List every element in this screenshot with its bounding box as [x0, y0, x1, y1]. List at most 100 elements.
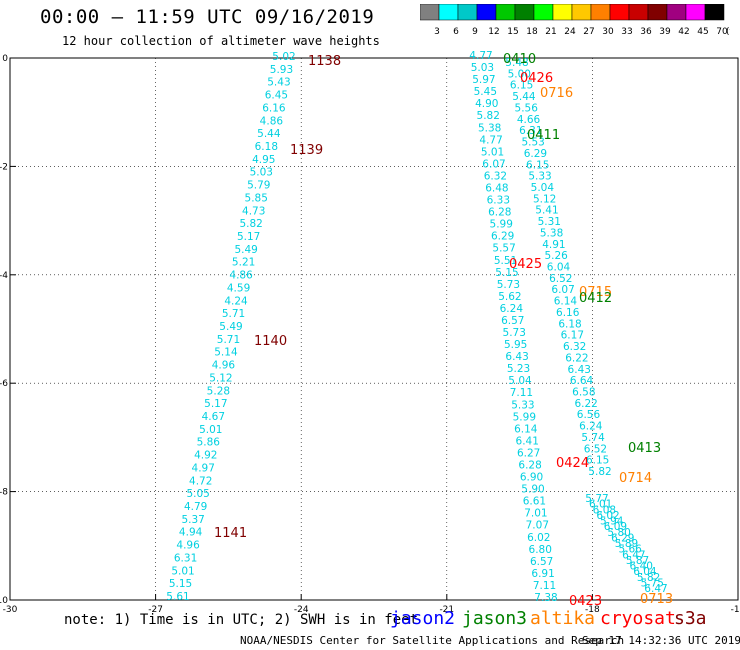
- x-tick-label: -21: [439, 605, 454, 615]
- swh-value: 6.47: [644, 583, 667, 595]
- swh-value: 4.79: [184, 501, 207, 513]
- swh-value: 5.02: [272, 51, 295, 63]
- swh-value: 5.33: [528, 171, 551, 183]
- swh-value: 5.82: [239, 218, 262, 230]
- swh-value: 6.48: [485, 182, 508, 194]
- swh-value: 6.15: [526, 159, 549, 171]
- swh-value: 5.15: [169, 578, 192, 590]
- swh-value: 4.59: [227, 282, 250, 294]
- swh-value: 6.90: [520, 472, 543, 484]
- swh-value: 6.41: [516, 435, 539, 447]
- swh-value: 5.41: [535, 205, 558, 217]
- swh-value: 7.38: [534, 592, 557, 604]
- swh-value: 6.43: [568, 364, 591, 376]
- scale-label: 9: [472, 27, 478, 37]
- orbit-label: 0426: [520, 71, 553, 86]
- orbit-label: 0410: [503, 52, 536, 67]
- swh-value: 5.51: [494, 255, 517, 267]
- swh-value: 5.95: [504, 339, 527, 351]
- swh-value: 6.18: [255, 141, 278, 153]
- scale-unit: (ft): [726, 27, 730, 37]
- swh-value: 6.80: [529, 544, 552, 556]
- swh-value: 6.29: [491, 231, 514, 243]
- swh-value: 6.24: [579, 421, 603, 433]
- swh-value: 5.56: [515, 102, 539, 114]
- swh-value: 6.08: [593, 504, 616, 516]
- swh-value: 5.62: [498, 291, 521, 303]
- scale-label: 6: [453, 27, 459, 37]
- swh-value: 6.09: [604, 521, 627, 533]
- swh-value: 6.14: [514, 423, 538, 435]
- swh-value: 5.23: [507, 363, 530, 375]
- swh-value: 6.24: [500, 303, 524, 315]
- swh-value: 5.71: [217, 334, 240, 346]
- swh-value: 6.47: [622, 549, 645, 561]
- orbit-label: 0425: [509, 257, 542, 272]
- legend-cryosat: cryosat: [600, 608, 676, 629]
- orbit-label: 0413: [628, 441, 661, 456]
- swh-value: 6.61: [523, 496, 546, 508]
- swh-value: 5.79: [247, 180, 270, 192]
- swh-value: 6.15: [510, 80, 533, 92]
- swh-value: 6.02: [596, 510, 619, 522]
- swh-value: 6.29: [611, 532, 634, 544]
- swh-value: 5.03: [471, 62, 494, 74]
- swh-value: 5.38: [478, 122, 501, 134]
- swh-value: 5.15: [495, 267, 518, 279]
- swh-value: 5.53: [521, 137, 544, 149]
- swh-value: 6.31: [519, 125, 542, 137]
- legend-jason2: jason2: [390, 608, 456, 629]
- x-tick-label: -30: [3, 605, 18, 615]
- orbit-label: 0412: [579, 291, 612, 306]
- swh-value: 5.49: [234, 244, 257, 256]
- footer-credit: NOAA/NESDIS Center for Satellite Applica…: [240, 634, 625, 647]
- swh-value: 6.22: [574, 398, 597, 410]
- swh-value: 5.99: [513, 411, 536, 423]
- swh-value: 6.56: [577, 409, 601, 421]
- swh-value: 5.01: [199, 424, 222, 436]
- swh-value: 6.07: [482, 158, 505, 170]
- swh-value: 5.82: [588, 466, 611, 478]
- swh-value: 5.74: [581, 432, 605, 444]
- swh-value: 6.64: [570, 375, 594, 387]
- scale-label: 18: [526, 27, 538, 37]
- swh-value: 6.01: [589, 499, 612, 511]
- swh-value: 6.14: [554, 296, 578, 308]
- swh-value: 5.12: [533, 193, 556, 205]
- scale-label: 36: [640, 27, 652, 37]
- swh-value: 6.32: [484, 170, 507, 182]
- swh-value: 4.24: [224, 295, 248, 307]
- scale-label: 42: [678, 27, 689, 37]
- scale-label: 15: [507, 27, 518, 37]
- swh-value: 5.85: [245, 192, 268, 204]
- swh-value: 5.33: [511, 399, 534, 411]
- swh-value: 4.96: [176, 540, 200, 552]
- swh-value: 6.18: [558, 318, 581, 330]
- legend-altika: altika: [530, 608, 596, 629]
- swh-value: 5.94: [600, 516, 624, 528]
- swh-value: 6.57: [501, 315, 524, 327]
- swh-value: 5.97: [472, 74, 495, 86]
- scale-label: 39: [659, 27, 671, 37]
- swh-value: 6.32: [563, 341, 586, 353]
- swh-value: 6.02: [527, 532, 550, 544]
- swh-value: 4.95: [252, 154, 275, 166]
- swh-value: 5.99: [490, 219, 513, 231]
- swh-value: 6.52: [584, 443, 607, 455]
- swh-value: 5.17: [204, 398, 227, 410]
- x-tick-label: -15: [731, 605, 740, 615]
- swh-value: 6.91: [531, 568, 554, 580]
- swh-value: 4.97: [192, 462, 215, 474]
- units-note: note: 1) Time is in UTC; 2) SWH is in fe…: [64, 612, 419, 628]
- swh-value: 5.14: [214, 347, 238, 359]
- swh-value: 5.61: [166, 591, 189, 603]
- swh-value: 6.17: [561, 330, 584, 342]
- scale-swatch: [704, 4, 725, 21]
- swh-value: 6.29: [524, 148, 547, 160]
- y-tick-label: 0: [2, 54, 8, 64]
- swh-value: 6.43: [505, 351, 528, 363]
- swh-value: 4.94: [179, 527, 203, 539]
- swh-value: 6.33: [487, 195, 510, 207]
- swh-value: 6.04: [633, 566, 657, 578]
